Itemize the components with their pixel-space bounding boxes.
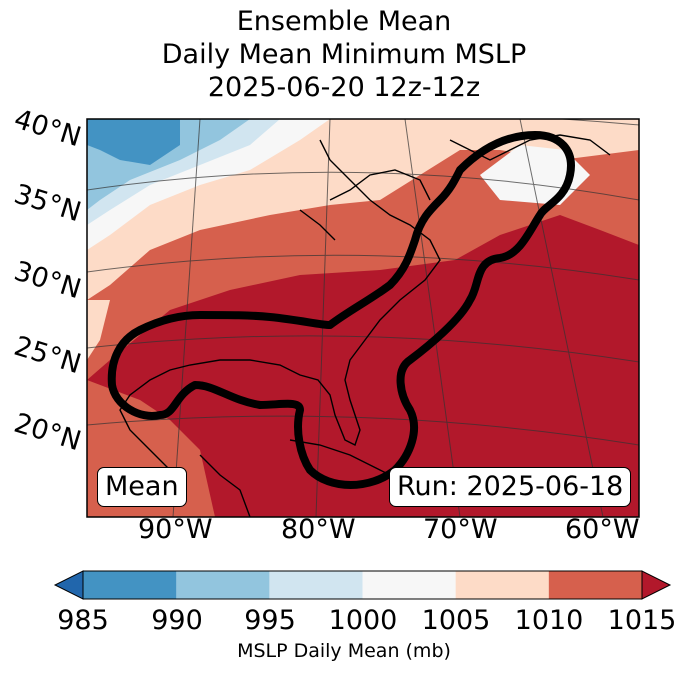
colorbar-tick-995: 995	[244, 605, 296, 636]
pressure-band-985-990	[87, 119, 180, 165]
pressure-contour	[107, 131, 575, 489]
colorbar	[53, 570, 672, 600]
colorbar-segment-2	[269, 571, 363, 599]
graticule-lat-30	[87, 254, 639, 281]
graticule-lat-25	[87, 335, 639, 363]
chart-title-line1: Ensemble Mean	[236, 6, 452, 37]
colorbar-segment-1	[176, 571, 270, 599]
colorbar-segment-4	[455, 571, 550, 599]
colorbar-tick-1010: 1010	[514, 605, 584, 636]
colorbar-extend-low	[53, 570, 84, 600]
colorbar-tick-1000: 1000	[328, 605, 398, 636]
colorbar-tick-1005: 1005	[421, 605, 491, 636]
chart-title-line2: Daily Mean Minimum MSLP	[161, 39, 527, 70]
colorbar-tick-1015: 1015	[607, 605, 677, 636]
graticule-lat-20	[87, 415, 639, 446]
colorbar-segment-0	[83, 571, 177, 599]
lon-label-60w: 60°W	[565, 514, 640, 545]
graticule	[87, 119, 639, 517]
colorbar-frame	[82, 570, 643, 600]
colorbar-label: MSLP Daily Mean (mb)	[237, 640, 451, 662]
colorbar-segment-3	[362, 571, 457, 599]
colorbar-extend-high	[641, 570, 672, 600]
map-area	[87, 119, 639, 517]
graticule-lon-60	[519, 119, 604, 517]
graticule-lon-70	[404, 119, 461, 517]
graticule-lon-80	[315, 119, 331, 517]
colorbar-tick-990: 990	[151, 605, 203, 636]
lon-label-70w: 70°W	[423, 514, 498, 545]
run-date-label-box: Run: 2025-06-18	[389, 467, 632, 507]
map-frame	[86, 118, 640, 518]
coastline-yucatan	[199, 454, 251, 517]
mean-label-box: Mean	[97, 467, 187, 507]
chart-title-line3: 2025-06-20 12z-12z	[207, 72, 481, 103]
colorbar-tick-985: 985	[57, 605, 109, 636]
coastline-great-lakes	[299, 169, 431, 241]
lon-label-80w: 80°W	[281, 514, 356, 545]
pressure-band-1005-1010-west	[87, 300, 110, 360]
coastline-maritimes	[449, 134, 611, 161]
colorbar-segment-5	[548, 571, 643, 599]
lon-label-90w: 90°W	[138, 514, 213, 545]
